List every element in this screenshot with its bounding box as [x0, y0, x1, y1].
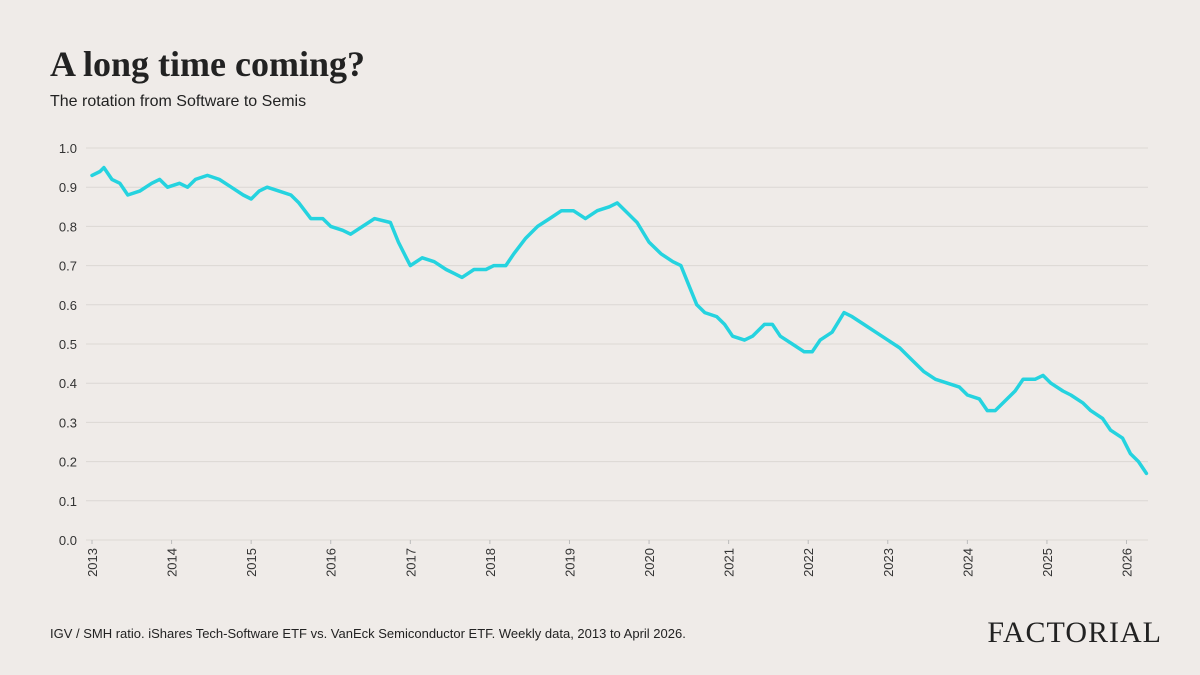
y-tick-label: 0.6 [59, 298, 77, 313]
data-line [90, 165, 1149, 476]
y-tick-label: 0.7 [59, 259, 77, 274]
x-tick-label: 2019 [562, 548, 577, 577]
y-tick-label: 0.9 [59, 180, 77, 195]
footnote: IGV / SMH ratio. iShares Tech-Software E… [50, 626, 686, 641]
x-tick-label: 2022 [801, 548, 816, 577]
y-tick-label: 0.1 [59, 494, 77, 509]
x-tick-label: 2018 [483, 548, 498, 577]
x-tick-label: 2020 [642, 548, 657, 577]
chart-title: A long time coming? [50, 44, 365, 84]
x-tick-label: 2015 [244, 548, 259, 577]
x-tick-label: 2016 [324, 548, 339, 577]
y-tick-label: 0.2 [59, 455, 77, 470]
x-tick-label: 2023 [881, 548, 896, 577]
x-tick-label: 2025 [1040, 548, 1055, 577]
x-tick-label: 2026 [1120, 548, 1135, 577]
y-tick-label: 1.0 [59, 141, 77, 156]
x-tick-label: 2021 [722, 548, 737, 577]
brand-logo: FACTORIAL [987, 616, 1162, 649]
y-tick-label: 0.4 [59, 376, 77, 391]
chart-subtitle: The rotation from Software to Semis [50, 93, 306, 110]
y-tick-label: 0.5 [59, 337, 77, 352]
y-tick-label: 0.8 [59, 219, 77, 234]
x-tick-label: 2024 [960, 548, 975, 577]
x-tick-label: 2013 [85, 548, 100, 577]
x-tick-label: 2014 [165, 548, 180, 577]
x-tick-label: 2017 [403, 548, 418, 577]
y-tick-label: 0.0 [59, 533, 77, 548]
y-tick-label: 0.3 [59, 415, 77, 430]
